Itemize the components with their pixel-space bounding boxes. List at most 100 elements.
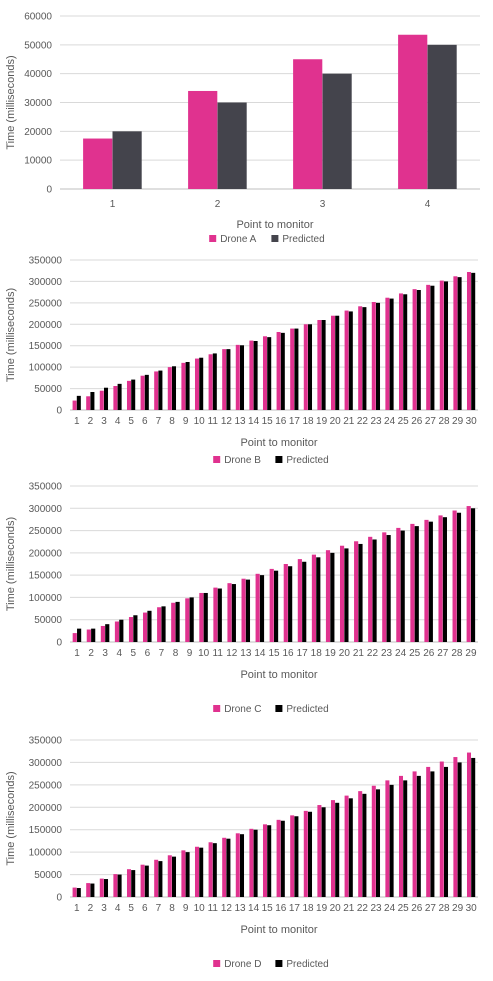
- bar-drone-b: [249, 340, 254, 410]
- x-tick-label: 2: [88, 416, 94, 427]
- x-tick-label: 27: [425, 416, 437, 427]
- x-tick-label: 12: [226, 648, 238, 659]
- x-tick-label: 1: [74, 903, 80, 914]
- bar-predicted: [203, 592, 208, 642]
- x-tick-label: 9: [183, 416, 189, 427]
- legend-swatch-predicted: [271, 235, 279, 242]
- y-tick-label: 20000: [24, 127, 52, 138]
- x-tick-label: 2: [215, 199, 221, 210]
- bar-drone-d: [167, 855, 172, 897]
- bar-predicted: [112, 131, 142, 189]
- x-tick-label: 14: [254, 648, 266, 659]
- bar-drone-a: [188, 90, 218, 189]
- x-tick-label: 25: [398, 416, 410, 427]
- bar-predicted: [147, 610, 152, 642]
- bar-predicted: [416, 775, 421, 897]
- bar-predicted: [217, 102, 247, 189]
- x-tick-label: 8: [169, 903, 175, 914]
- y-tick-label: 40000: [24, 69, 52, 80]
- bar-drone-b: [276, 332, 281, 410]
- bar-predicted: [240, 345, 245, 410]
- legend-swatch-predicted: [275, 960, 283, 967]
- drone-d-chart: 0 50000 100000 150000 200000 250000 300000 3500…: [0, 722, 493, 981]
- bar-predicted: [400, 530, 405, 642]
- bar-predicted: [189, 597, 194, 642]
- x-tick-label: 18: [302, 903, 314, 914]
- y-tick-label: 50000: [24, 40, 52, 51]
- bar-predicted: [427, 44, 457, 190]
- x-tick-label: 16: [275, 416, 287, 427]
- bar-drone-d: [439, 761, 444, 897]
- y-tick-label: 60000: [24, 12, 52, 23]
- bar-predicted: [144, 865, 149, 897]
- x-tick-label: 13: [234, 416, 246, 427]
- bar-drone-b: [426, 284, 431, 410]
- bar-predicted: [267, 825, 272, 897]
- bar-drone-c: [171, 602, 176, 642]
- legend-label: Predicted: [286, 959, 328, 970]
- bar-predicted: [280, 820, 285, 897]
- bar-drone-d: [385, 780, 390, 897]
- y-tick-label: 50000: [34, 384, 62, 395]
- x-axis-title: Point to monitor: [240, 437, 317, 449]
- bar-drone-c: [72, 633, 77, 642]
- bar-drone-d: [358, 791, 363, 897]
- bar-predicted: [321, 320, 326, 410]
- bar-predicted: [457, 277, 462, 410]
- x-axis-title: Point to monitor: [236, 219, 313, 231]
- y-tick-label: 0: [46, 185, 52, 196]
- x-tick-label: 30: [466, 416, 478, 427]
- x-tick-label: 22: [367, 648, 379, 659]
- bar-predicted: [442, 517, 447, 642]
- legend: Drone A Predicted: [209, 234, 325, 245]
- bar-drone-d: [86, 883, 91, 897]
- bar-predicted: [280, 332, 285, 410]
- x-tick-label: 6: [142, 903, 148, 914]
- x-tick-label: 2: [88, 903, 94, 914]
- y-tick-label: 250000: [29, 780, 63, 791]
- x-tick-label: 29: [452, 903, 464, 914]
- y-tick-label: 200000: [29, 320, 63, 331]
- bar-predicted: [199, 847, 204, 897]
- bar-drone-d: [371, 785, 376, 897]
- bar-predicted: [330, 552, 335, 642]
- bar-predicted: [274, 570, 279, 642]
- bar-drone-b: [303, 324, 308, 410]
- bar-drone-d: [208, 842, 213, 897]
- x-tick-label: 15: [262, 903, 274, 914]
- bar-predicted: [348, 311, 353, 410]
- bar-drone-c: [466, 506, 471, 642]
- bar-drone-b: [140, 375, 145, 410]
- y-axis-title: Time (milliseconds): [5, 55, 17, 149]
- x-tick-label: 17: [289, 416, 301, 427]
- x-tick-label: 22: [357, 903, 369, 914]
- x-tick-label: 4: [116, 648, 122, 659]
- bar-drone-d: [466, 752, 471, 897]
- bar-drone-b: [222, 349, 227, 410]
- legend-label: Predicted: [286, 704, 328, 715]
- y-tick-label: 150000: [29, 341, 63, 352]
- bar-drone-b: [194, 358, 199, 410]
- bar-predicted: [335, 315, 340, 410]
- bar-predicted: [131, 379, 136, 410]
- x-tick-label: 5: [128, 416, 134, 427]
- x-tick-label: 6: [145, 648, 151, 659]
- bar-drone-b: [466, 272, 471, 410]
- bar-predicted: [240, 834, 245, 897]
- bar-predicted: [117, 383, 122, 410]
- bar-drone-c: [438, 515, 443, 642]
- bar-drone-d: [290, 815, 295, 897]
- x-tick-label: 4: [115, 416, 121, 427]
- drone-a-chart: 0 10000 20000 30000 40000 50000 60000 1 2 3 4 Point…: [0, 0, 493, 250]
- bar-drone-c: [114, 621, 120, 642]
- x-tick-label: 23: [381, 648, 393, 659]
- bar-drone-b: [412, 289, 417, 410]
- bar-predicted: [104, 387, 109, 410]
- bar-predicted: [457, 762, 462, 897]
- y-tick-label: 100000: [29, 363, 63, 374]
- x-tick-label: 26: [411, 416, 423, 427]
- y-tick-label: 200000: [29, 803, 63, 814]
- x-tick-label: 9: [183, 903, 189, 914]
- bar-predicted: [414, 526, 419, 642]
- legend: Drone D Predicted: [213, 959, 329, 970]
